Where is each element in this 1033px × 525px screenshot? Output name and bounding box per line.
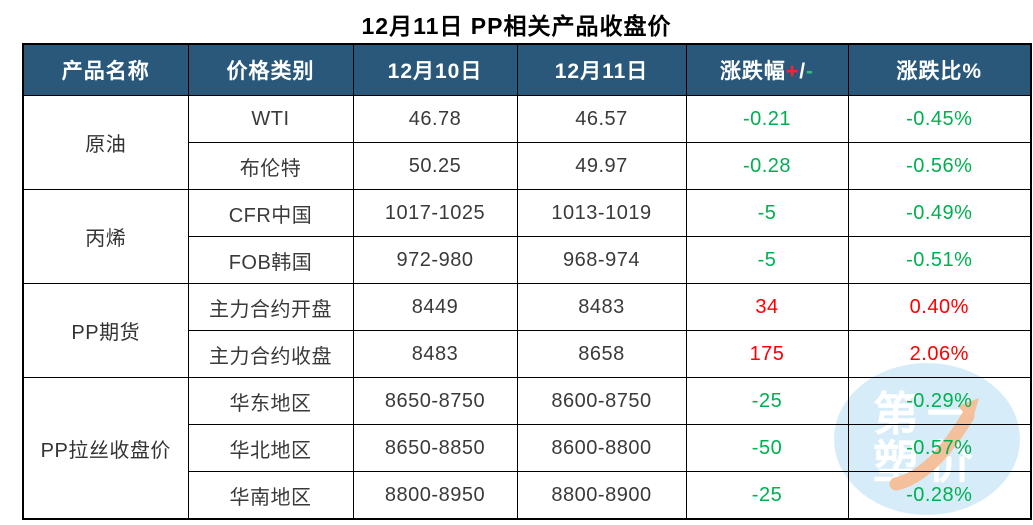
cell-category: 华南地区 (187, 471, 354, 520)
cell-change: -0.28 (685, 142, 849, 190)
cell-change: 34 (685, 283, 849, 331)
cell-change: -0.21 (685, 95, 849, 143)
cell-category: FOB韩国 (187, 236, 354, 284)
price-table: 产品名称 价格类别 12月10日 12月11日 涨跌幅+/- 涨跌比% 原油 W… (22, 43, 1032, 520)
cell-percent: -0.57% (847, 424, 1032, 472)
table-header-row: 产品名称 价格类别 12月10日 12月11日 涨跌幅+/- 涨跌比% (22, 43, 1032, 96)
cell-change: -5 (685, 189, 849, 237)
cell-product-group: 原油 (22, 95, 189, 190)
slash-sign: / (799, 60, 807, 83)
cell-product-group: 丙烯 (22, 189, 189, 284)
table-row: 原油 WTI 46.78 46.57 -0.21 -0.45% (22, 95, 1032, 190)
header-dec11: 12月11日 (516, 43, 687, 96)
table-row: FOB韩国 972-980 968-974 -5 -0.51% (23, 236, 1032, 284)
cell-dec10: 972-980 (352, 236, 518, 284)
cell-dec10: 8800-8950 (352, 471, 518, 520)
cell-dec10: 8449 (352, 283, 518, 331)
cell-percent: -0.45% (847, 95, 1032, 143)
cell-percent: -0.49% (847, 189, 1032, 237)
cell-percent: 0.40% (847, 283, 1032, 331)
cell-dec10: 1017-1025 (352, 189, 518, 237)
cell-dec11: 49.97 (516, 142, 687, 190)
cell-dec11: 8658 (516, 330, 687, 378)
cell-dec11: 8483 (516, 283, 687, 331)
cell-category: 布伦特 (187, 142, 354, 190)
cell-percent: -0.28% (847, 471, 1032, 520)
cell-dec11: 1013-1019 (516, 189, 687, 237)
cell-dec10: 8650-8750 (352, 377, 518, 425)
header-dec10: 12月10日 (352, 43, 518, 96)
header-change: 涨跌幅+/- (685, 43, 849, 96)
table-row: 华南地区 8800-8950 8800-8900 -25 -0.28% (23, 471, 1032, 520)
table-row: 丙烯 CFR中国 1017-1025 1013-1019 -5 -0.49% (22, 189, 1032, 284)
cell-change: -25 (685, 377, 849, 425)
cell-percent: -0.51% (847, 236, 1032, 284)
cell-product-group: PP期货 (22, 283, 189, 378)
header-percent: 涨跌比% (847, 43, 1032, 96)
header-change-label: 涨跌幅 (719, 60, 786, 83)
cell-category: 主力合约开盘 (187, 283, 354, 331)
cell-dec11: 8800-8900 (516, 471, 687, 520)
table-row: PP期货 主力合约开盘 8449 8483 34 0.40% (22, 283, 1032, 378)
cell-category: CFR中国 (187, 189, 354, 237)
cell-dec10: 8483 (352, 330, 518, 378)
cell-percent: 2.06% (847, 330, 1032, 378)
cell-change: -25 (685, 471, 849, 520)
cell-category: 主力合约收盘 (187, 330, 354, 378)
header-category: 价格类别 (187, 43, 354, 96)
header-product: 产品名称 (22, 43, 189, 96)
page-title: 12月11日 PP相关产品收盘价 (361, 13, 672, 39)
cell-category: 华北地区 (187, 424, 354, 472)
table-row: PP拉丝收盘价 华东地区 8650-8750 8600-8750 -25 -0.… (22, 377, 1032, 520)
cell-product-group: PP拉丝收盘价 (22, 377, 189, 520)
cell-dec10: 50.25 (352, 142, 518, 190)
cell-dec10: 46.78 (352, 95, 518, 143)
table-row: 主力合约收盘 8483 8658 175 2.06% (23, 330, 1032, 378)
cell-change: -5 (685, 236, 849, 284)
cell-category: WTI (187, 95, 354, 143)
cell-category: 华东地区 (187, 377, 354, 425)
cell-dec10: 8650-8850 (352, 424, 518, 472)
cell-change: -50 (685, 424, 849, 472)
cell-dec11: 8600-8750 (516, 377, 687, 425)
cell-change: 175 (685, 330, 849, 378)
cell-dec11: 46.57 (516, 95, 687, 143)
minus-sign: - (806, 60, 815, 83)
cell-dec11: 968-974 (516, 236, 687, 284)
plus-sign: + (785, 60, 800, 83)
cell-dec11: 8600-8800 (516, 424, 687, 472)
cell-percent: -0.56% (847, 142, 1032, 190)
cell-percent: -0.29% (847, 377, 1032, 425)
